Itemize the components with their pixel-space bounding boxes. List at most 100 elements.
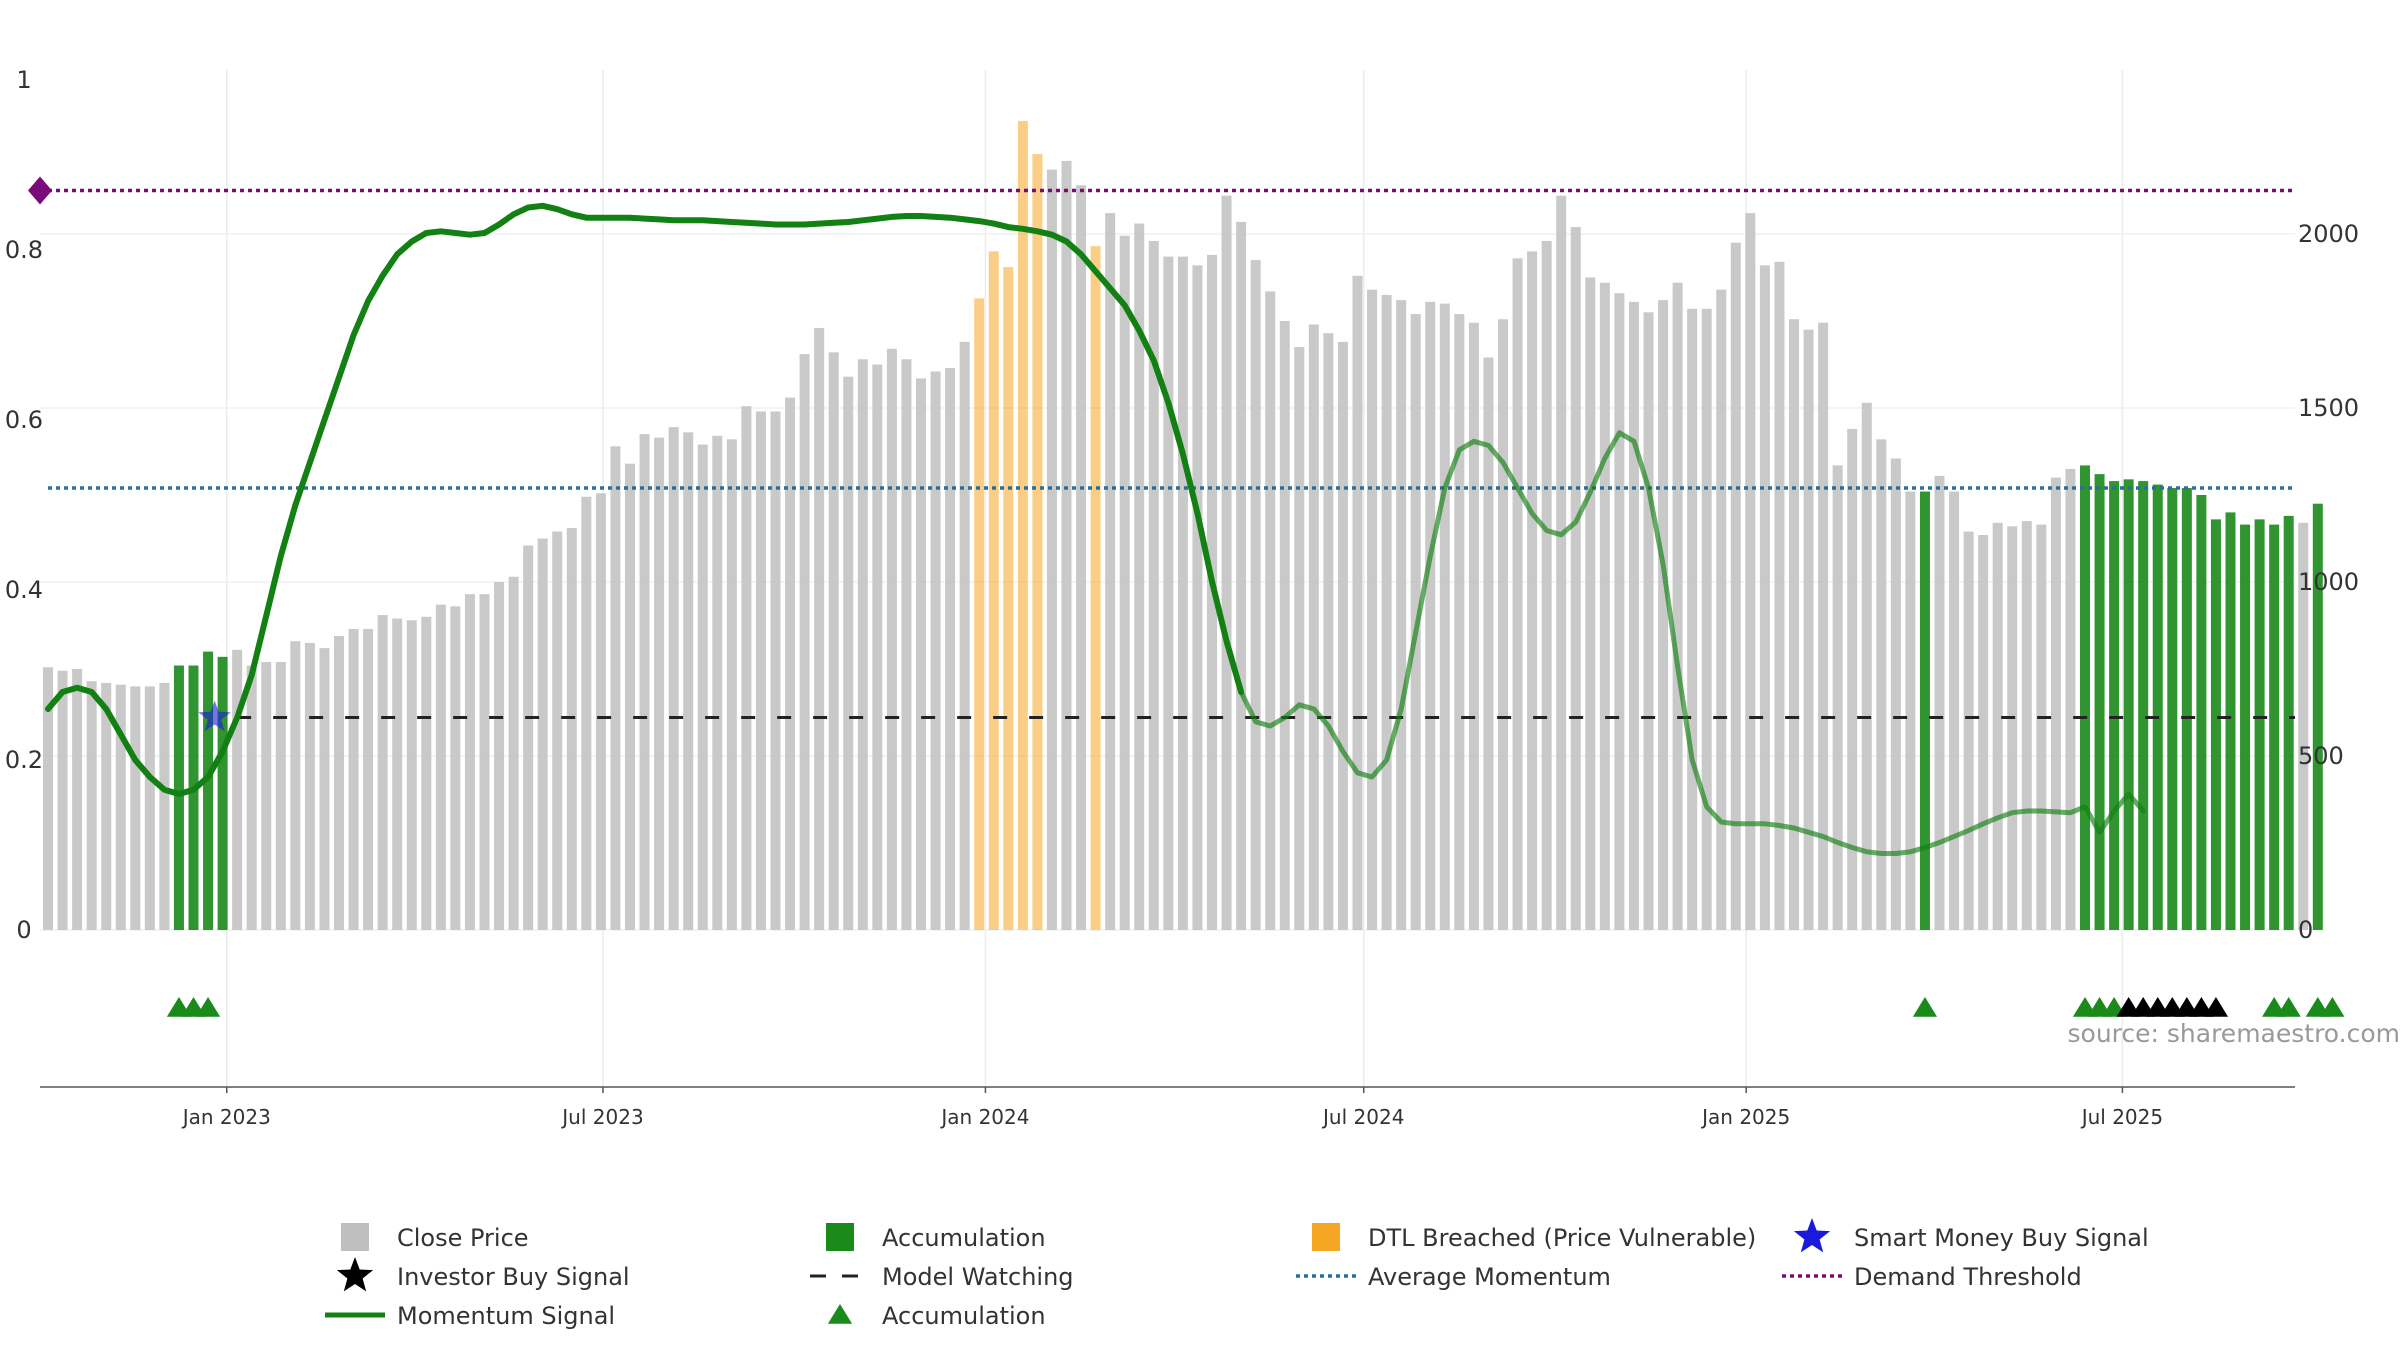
close-price-bar — [1046, 169, 1057, 930]
close-price-bar — [1148, 240, 1159, 930]
close-price-bar — [1687, 308, 1698, 930]
close-price-bar — [392, 618, 403, 930]
close-price-bar — [1730, 242, 1741, 930]
close-price-bar — [1570, 227, 1581, 931]
close-price-bar — [828, 352, 839, 930]
close-price-bar — [639, 434, 650, 930]
close-price-bar — [1498, 319, 1508, 930]
left-axis-tick-label: 0.2 — [5, 746, 43, 774]
close-price-bar — [945, 367, 956, 931]
close-price-bar — [290, 641, 301, 930]
left-axis-tick-label: 1 — [16, 66, 31, 94]
close-price-bar — [115, 684, 126, 930]
legend-label: Close Price — [397, 1224, 529, 1252]
close-price-bar — [57, 670, 68, 930]
accumulation-bar — [2080, 465, 2090, 930]
x-axis-tick-label: Jul 2023 — [560, 1105, 643, 1129]
legend-item: Accumulation — [826, 1223, 1046, 1252]
x-axis-tick-label: Jul 2024 — [1321, 1105, 1404, 1129]
accumulation-bar — [2152, 484, 2163, 930]
close-price-bar — [799, 354, 810, 930]
close-price-bar — [1818, 322, 1829, 930]
legend-label: Momentum Signal — [397, 1302, 615, 1330]
legend-swatch — [826, 1223, 854, 1251]
close-price-bar — [1978, 535, 1989, 930]
close-price-bar — [1396, 300, 1407, 930]
close-price-bar — [450, 606, 461, 930]
smart-money-star-icon — [1793, 1218, 1831, 1253]
momentum-line-weak — [1238, 430, 2146, 856]
reference-lines — [28, 176, 2295, 719]
momentum-signal — [45, 202, 2146, 856]
legend-label: Average Momentum — [1368, 1263, 1611, 1291]
x-axis-tick-label: Jan 2025 — [1700, 1105, 1790, 1129]
close-price-bar — [1105, 213, 1116, 930]
left-axis-tick-label: 0.8 — [5, 236, 43, 264]
close-price-bar — [930, 371, 941, 931]
legend-label: DTL Breached (Price Vulnerable) — [1368, 1224, 1756, 1252]
close-price-bar — [1789, 319, 1799, 930]
left-axis-tick-label: 0.6 — [5, 406, 43, 434]
close-price-bar — [304, 642, 315, 930]
close-price-bar — [1832, 465, 1843, 930]
legend-item: Accumulation — [827, 1302, 1046, 1330]
accumulation-bar — [2123, 479, 2134, 930]
close-price-bar — [1061, 160, 1072, 931]
accumulation-bar — [2094, 474, 2105, 930]
close-price-bar — [1716, 289, 1727, 930]
close-price-bar — [1745, 213, 1756, 930]
close-price-bar — [1585, 277, 1596, 930]
close-price-bar — [712, 435, 723, 930]
close-price-bar — [1381, 294, 1392, 930]
accumulation-bar — [2225, 512, 2236, 930]
legend-swatch — [341, 1223, 369, 1251]
close-price-bar — [1308, 324, 1319, 931]
close-price-bar — [72, 669, 83, 930]
close-price-bar — [1163, 256, 1174, 930]
close-price-bar — [886, 348, 897, 931]
accumulation-marker — [1912, 997, 1938, 1017]
demand-threshold-marker — [28, 176, 52, 205]
close-price-bar — [1279, 321, 1290, 930]
close-price-bar — [959, 341, 970, 930]
legend-label: Accumulation — [882, 1302, 1046, 1330]
legend-label: Accumulation — [882, 1224, 1046, 1252]
close-price-bar — [1454, 314, 1465, 930]
x-axis-tick-label: Jan 2023 — [181, 1105, 271, 1129]
close-price-bar — [552, 531, 563, 930]
close-price-bar — [697, 444, 708, 930]
close-price-bar — [435, 604, 446, 930]
accumulation-triangle-icon — [827, 1304, 853, 1324]
dtl-breached-bar — [1032, 153, 1043, 930]
legend-label: Model Watching — [882, 1263, 1074, 1291]
close-price-bar — [1672, 282, 1683, 931]
price-bars — [43, 120, 2323, 931]
close-price-bar — [2021, 521, 2032, 930]
legend-item: Close Price — [341, 1223, 529, 1252]
dtl-breached-bar — [974, 298, 985, 930]
accumulation-bar — [203, 651, 214, 930]
close-price-bar — [1949, 491, 1960, 930]
accumulation-bar — [2269, 524, 2280, 930]
close-price-bar — [1759, 265, 1770, 930]
close-price-bar — [755, 411, 766, 931]
accumulation-marker — [195, 997, 221, 1017]
close-price-bar — [1221, 195, 1232, 931]
close-price-bar — [334, 635, 344, 930]
close-price-bar — [1294, 347, 1305, 931]
legend-item: Momentum Signal — [325, 1302, 615, 1330]
close-price-bar — [1541, 240, 1552, 930]
close-price-bar — [1556, 195, 1567, 931]
close-price-bar — [1352, 275, 1363, 930]
smart-money-star — [198, 700, 231, 732]
close-price-bar — [363, 628, 374, 930]
accumulation-bar — [2210, 519, 2221, 930]
source-label: source: sharemaestro.com — [2068, 1019, 2400, 1048]
accumulation-bar — [2196, 495, 2207, 930]
close-price-bar — [654, 437, 665, 930]
close-price-bar — [2050, 477, 2061, 930]
right-axis-tick-label: 0 — [2298, 916, 2313, 944]
close-price-bar — [625, 463, 635, 930]
right-axis-tick-label: 2000 — [2298, 220, 2359, 248]
